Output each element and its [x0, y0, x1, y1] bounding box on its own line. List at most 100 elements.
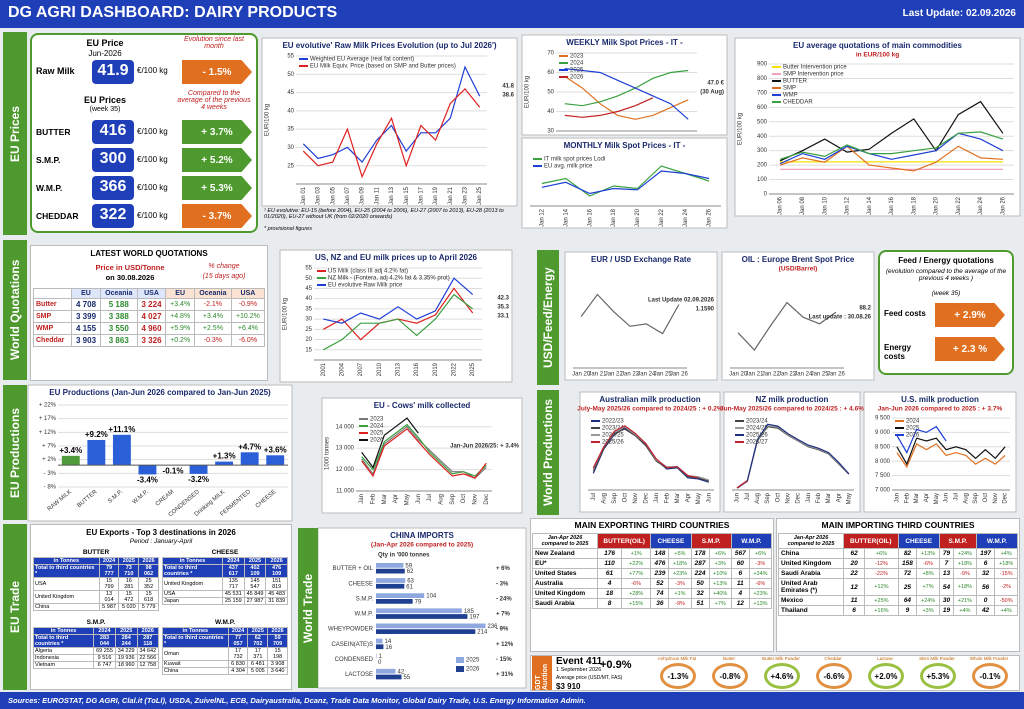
- legend-label: 2023/24: [602, 426, 624, 432]
- series-line: [302, 65, 481, 164]
- legend-label: Butter Intervention price: [783, 65, 847, 71]
- x-tick-label: Jan 24: [794, 372, 813, 378]
- value-cell: 51: [690, 598, 710, 609]
- column-header: in Tonnes: [33, 557, 100, 565]
- cell: 77 057: [227, 634, 249, 648]
- x-tick-label: 2022: [452, 362, 458, 376]
- y-axis-label: EUR/100 kg: [265, 104, 271, 136]
- x-tick-label: Jan: [894, 493, 900, 503]
- value-label: +3.4%: [59, 446, 82, 455]
- unit: €/100 kg: [137, 155, 168, 164]
- legend-label: 2024: [370, 424, 384, 430]
- x-tick-label: Jan 18: [611, 208, 617, 227]
- x-tick-label: Jan 18: [911, 196, 917, 215]
- bar: [376, 593, 425, 598]
- change-cell: -6.0%: [230, 334, 266, 347]
- change-arrow: - 3.7%: [182, 204, 252, 228]
- cell: 69 255: [93, 647, 116, 655]
- cell: 12 758: [136, 661, 160, 669]
- y-tick-label: 9 500: [875, 416, 891, 422]
- row: Butter 4 708 5 188 3 224 +3.4% -2.1% -0.9%: [32, 298, 266, 311]
- y-tick-label: 900: [757, 62, 768, 68]
- y-tick-label: 700: [757, 90, 768, 96]
- cell: Vietnam: [32, 661, 95, 669]
- change-cell: +7%: [916, 578, 940, 596]
- change-cell: +24%: [953, 548, 977, 559]
- series-line: [323, 293, 474, 351]
- cell: 73 710: [118, 564, 140, 578]
- cell: 13 014: [98, 590, 120, 604]
- value-label: 1: [378, 654, 382, 660]
- value-cell: 11: [842, 595, 866, 606]
- row: Vietnam 6 747 18 960 12 758: [32, 661, 160, 669]
- series-line: [361, 417, 419, 469]
- y-tick-label: 50: [287, 72, 294, 78]
- y-tick-label: 25: [287, 163, 294, 169]
- cell: 284 244: [114, 634, 138, 648]
- series-line: [564, 97, 654, 118]
- value-label: +9.2%: [85, 430, 108, 439]
- x-tick-label: Jun: [706, 493, 712, 503]
- x-tick-label: 2013: [396, 362, 402, 376]
- change-cell: +3.4%: [165, 298, 195, 311]
- bar: [376, 583, 405, 589]
- value-cell: 22: [842, 568, 866, 579]
- x-tick-label: Jan 26: [1000, 196, 1006, 215]
- value-cell: 4: [596, 578, 623, 589]
- x-tick-label: Jan 22: [605, 372, 624, 378]
- cell: 6 830: [227, 660, 249, 668]
- row-header: United Kingdom: [778, 558, 844, 569]
- x-tick-label: Jan 22: [762, 372, 781, 378]
- cell: 476 109: [265, 564, 288, 578]
- change-cell: +5.9%: [165, 322, 195, 335]
- value-cell: 19: [938, 605, 955, 616]
- y-tick-label: 45: [305, 286, 312, 292]
- exports-period: Period : January-April: [129, 538, 193, 545]
- unit: €/100 kg: [137, 183, 168, 192]
- legend-label: 2025: [570, 68, 584, 74]
- value-label: 104: [426, 594, 437, 600]
- legend-label: CHEDDAR: [783, 100, 813, 106]
- x-tick-label: Aug: [963, 493, 969, 504]
- change-label: - 9%: [496, 627, 509, 633]
- bar: [376, 623, 486, 629]
- gdt-product: Lactose: [877, 656, 893, 661]
- chart-title: MONTHLY Milk Spot Prices - IT -: [564, 141, 686, 150]
- column-header: 2024: [227, 627, 249, 635]
- value-label: 55: [404, 675, 411, 681]
- legend-label: 2024: [570, 61, 584, 67]
- y-axis-label: EUR/100 kg: [738, 113, 744, 145]
- x-tick-label: Oct: [983, 493, 989, 503]
- row: New Zealand 176 +1% 148 +5% 178 +6% 567 +6%: [532, 548, 773, 559]
- value-cell: 25: [897, 578, 918, 596]
- x-tick-label: Apr: [393, 494, 399, 503]
- value-cell: 18: [596, 588, 623, 599]
- x-tick-label: Jan 12: [845, 196, 851, 215]
- change-cell: +18%: [994, 558, 1018, 569]
- change-cell: -6%: [916, 558, 940, 569]
- y-tick-label: 400: [757, 134, 768, 140]
- section-label: EU Productions: [3, 385, 27, 520]
- gdt-change-circle: +4.6%: [764, 663, 800, 689]
- value-cell: 54: [938, 578, 955, 596]
- row-header: New Zealand: [532, 548, 598, 559]
- wq-title: LATEST WORLD QUOTATIONS: [90, 249, 208, 258]
- value-cell: 11: [730, 578, 750, 589]
- category-label: CONDENSED: [335, 657, 374, 663]
- y-tick-label: 14 000: [336, 424, 355, 430]
- price-cell: 3 388: [99, 310, 138, 323]
- change-cell: +5%: [668, 548, 692, 559]
- y-tick-label: 8 500: [875, 444, 891, 450]
- change-cell: +3%: [708, 558, 732, 569]
- legend-label: 2025/26: [602, 440, 624, 446]
- value-cell: 72: [897, 568, 918, 579]
- x-tick-label: Feb: [904, 492, 910, 503]
- column-header: W.M.P.: [975, 533, 1019, 549]
- chart-frame: [863, 391, 1017, 513]
- x-tick-label: Jan 16: [889, 196, 895, 215]
- bar: [376, 638, 383, 644]
- section-label: EU Trade: [3, 524, 27, 690]
- x-tick-label: Feb: [664, 492, 670, 503]
- trade-title: MAIN EXPORTING THIRD COUNTRIES: [574, 520, 730, 530]
- column-header: S.M.P.: [690, 533, 732, 549]
